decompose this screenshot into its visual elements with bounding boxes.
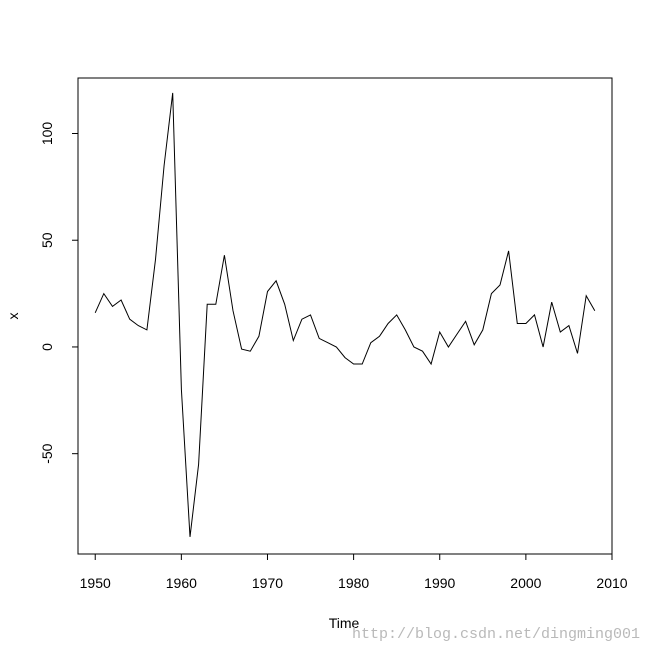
x-tick-label: 1950: [80, 575, 111, 591]
y-tick-label: 100: [39, 122, 55, 146]
x-tick-label: 1960: [166, 575, 197, 591]
x-tick-label: 1980: [338, 575, 369, 591]
y-tick-label: 50: [39, 232, 55, 248]
x-tick-label: 2000: [510, 575, 541, 591]
x-tick-label: 1970: [252, 575, 283, 591]
y-axis: -50 0 50 100: [39, 122, 79, 464]
plot-frame: [77, 77, 613, 555]
series-line: [94, 92, 596, 537]
data-points: [95, 93, 595, 537]
y-tick-label: 0: [39, 343, 55, 351]
x-axis-title: Time: [329, 615, 360, 631]
x-axis: 1950 1960 1970 1980 1990 2000 2010: [80, 553, 628, 591]
y-tick-label: -50: [39, 443, 55, 463]
x-tick-label: 2010: [596, 575, 627, 591]
x-tick-label: 1990: [424, 575, 455, 591]
y-axis-title: x: [5, 313, 21, 320]
watermark: http://blog.csdn.net/dingming001: [352, 626, 640, 643]
